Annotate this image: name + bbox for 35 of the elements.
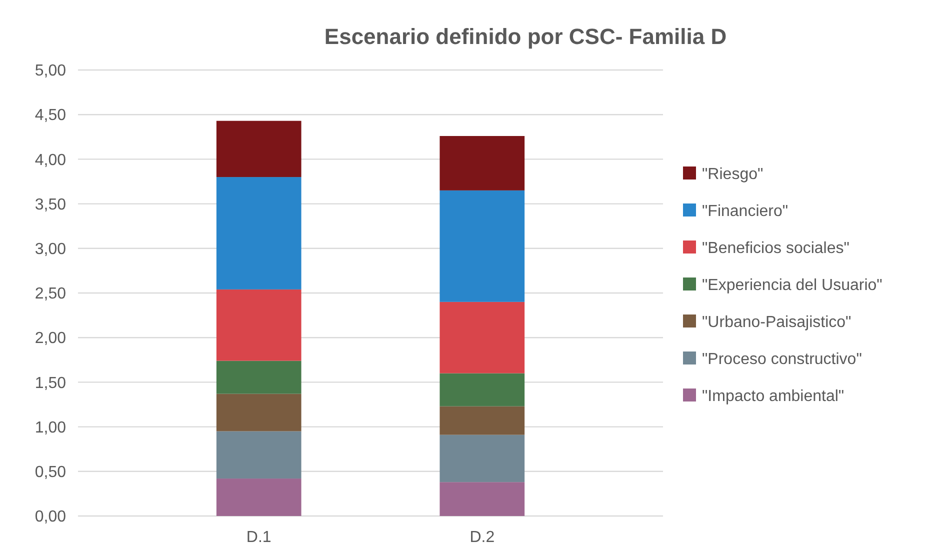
y-tick-label: 0,50 xyxy=(34,464,66,481)
bar xyxy=(440,482,525,516)
bar xyxy=(216,289,302,361)
bar xyxy=(216,431,302,479)
chart-title: Escenario definido por CSC- Familia D xyxy=(324,24,727,49)
bar xyxy=(216,120,302,178)
bar xyxy=(440,190,525,302)
y-tick-label: 2,00 xyxy=(34,330,66,348)
legend-label: "Beneficios sociales" xyxy=(702,240,850,258)
y-tick-label: 3,50 xyxy=(34,196,66,214)
legend-label: "Impacto ambiental" xyxy=(702,388,844,406)
bar xyxy=(440,302,525,374)
bar xyxy=(216,478,302,516)
y-tick-label: 4,50 xyxy=(34,107,66,124)
bar xyxy=(440,136,525,190)
legend-label: "Proceso constructivo" xyxy=(702,351,862,368)
legend-label: "Riesgo" xyxy=(702,166,764,184)
y-tick-label: 5,00 xyxy=(34,62,66,80)
bar xyxy=(440,406,525,435)
x-tick-label: D.2 xyxy=(470,529,495,546)
y-tick-label: 1,00 xyxy=(34,419,66,436)
y-tick-label: 4,00 xyxy=(34,152,66,169)
bar xyxy=(440,434,525,482)
bar xyxy=(216,394,302,432)
x-tick-label: D.1 xyxy=(246,529,272,546)
y-tick-label: 2,50 xyxy=(34,286,66,303)
y-tick-label: 1,50 xyxy=(34,374,66,392)
y-tick-label: 3,00 xyxy=(34,241,66,258)
legend-label: "Financiero" xyxy=(702,203,788,220)
bar xyxy=(216,360,302,394)
bar xyxy=(440,373,525,406)
y-tick-label: 0,00 xyxy=(34,508,66,526)
bar xyxy=(216,177,302,290)
legend-label: "Experiencia del Usuario" xyxy=(702,277,882,294)
legend-label: "Urbano-Paisajistico" xyxy=(702,314,852,332)
